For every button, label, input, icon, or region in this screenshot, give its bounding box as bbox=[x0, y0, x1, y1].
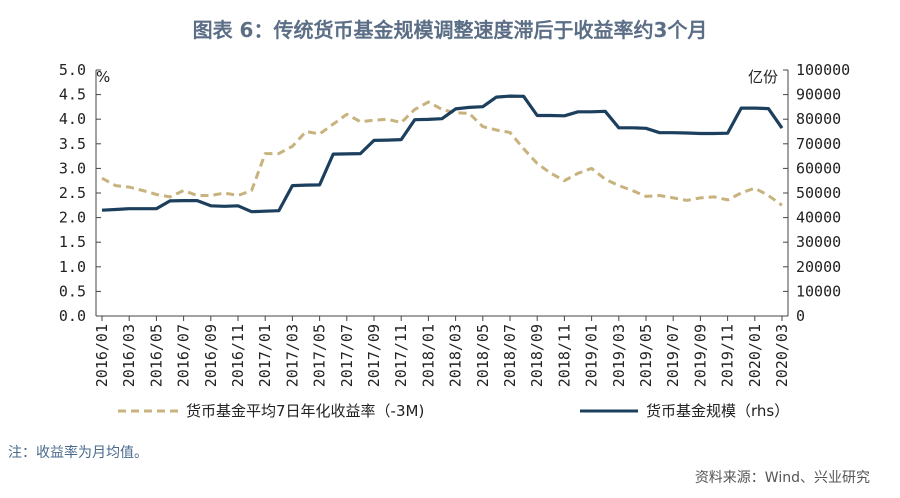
left-tick-label: 1.5 bbox=[59, 233, 86, 251]
x-tick-label: 2019/01 bbox=[583, 324, 601, 387]
legend-label-scale: 货币基金规模（rhs） bbox=[646, 402, 789, 420]
right-tick-label: 90000 bbox=[796, 86, 841, 104]
x-tick-label: 2016/05 bbox=[147, 324, 165, 387]
left-tick-label: 0.5 bbox=[59, 282, 86, 300]
x-tick-label: 2019/07 bbox=[664, 324, 682, 387]
footnote: 注：收益率为月均值。 bbox=[8, 445, 148, 461]
right-tick-label: 40000 bbox=[796, 209, 841, 227]
left-tick-label: 5.0 bbox=[59, 61, 86, 79]
x-tick-label: 2017/09 bbox=[365, 324, 383, 387]
x-tick-label: 2016/11 bbox=[229, 324, 247, 387]
x-tick-label: 2016/03 bbox=[120, 324, 138, 387]
x-tick-label: 2017/07 bbox=[338, 324, 356, 387]
right-axis-unit: 亿份 bbox=[748, 68, 778, 86]
left-tick-label: 4.0 bbox=[59, 110, 86, 128]
right-tick-label: 100000 bbox=[796, 61, 850, 79]
right-tick-label: 50000 bbox=[796, 184, 841, 202]
legend: 货币基金平均7日年化收益率（-3M) 货币基金规模（rhs） bbox=[118, 402, 789, 420]
chart-axes bbox=[95, 69, 789, 321]
x-tick-label: 2020/03 bbox=[773, 324, 791, 387]
left-tick-label: 3.0 bbox=[59, 159, 86, 177]
x-tick-label: 2018/01 bbox=[419, 324, 437, 387]
x-tick-label: 2017/05 bbox=[311, 324, 329, 387]
x-tick-label: 2020/01 bbox=[746, 324, 764, 387]
left-tick-label: 0.0 bbox=[59, 307, 86, 325]
x-tick-label: 2016/01 bbox=[93, 324, 111, 387]
series-layer bbox=[101, 94, 784, 214]
chart-title: 图表 6：传统货币基金规模调整速度滞后于收益率约3个月 bbox=[192, 18, 708, 42]
right-tick-label: 60000 bbox=[796, 159, 841, 177]
series-line-scale bbox=[101, 94, 784, 214]
x-tick-label: 2016/07 bbox=[175, 324, 193, 387]
right-tick-label: 10000 bbox=[796, 282, 841, 300]
right-tick-label: 0 bbox=[796, 307, 805, 325]
legend-label-yield: 货币基金平均7日年化收益率（-3M) bbox=[186, 402, 424, 420]
right-tick-label: 30000 bbox=[796, 233, 841, 251]
x-tick-label: 2019/09 bbox=[691, 324, 709, 387]
right-tick-label: 80000 bbox=[796, 110, 841, 128]
x-tick-label: 2018/03 bbox=[447, 324, 465, 387]
x-tick-label: 2019/05 bbox=[637, 324, 655, 387]
x-tick-label: 2018/07 bbox=[501, 324, 519, 387]
x-tick-label: 2019/11 bbox=[719, 324, 737, 387]
left-axis-unit: % bbox=[96, 68, 110, 86]
right-tick-label: 70000 bbox=[796, 135, 841, 153]
right-tick-label: 20000 bbox=[796, 258, 841, 276]
x-tick-label: 2018/11 bbox=[555, 324, 573, 387]
series-line-yield bbox=[101, 100, 783, 207]
left-tick-label: 3.5 bbox=[59, 135, 86, 153]
left-tick-label: 2.5 bbox=[59, 184, 86, 202]
x-tick-label: 2017/01 bbox=[256, 324, 274, 387]
x-tick-label: 2017/03 bbox=[283, 324, 301, 387]
x-tick-label: 2017/11 bbox=[392, 324, 410, 387]
x-tick-label: 2019/03 bbox=[610, 324, 628, 387]
x-tick-label: 2018/09 bbox=[528, 324, 546, 387]
x-tick-label: 2018/05 bbox=[474, 324, 492, 387]
source-note: 资料来源：Wind、兴业研究 bbox=[694, 470, 870, 486]
left-tick-label: 2.0 bbox=[59, 209, 86, 227]
left-tick-label: 1.0 bbox=[59, 258, 86, 276]
axis-tick-labels: 0.0 0.5 1.0 1.5 2.0 2.5 3.0 3.5 4.0 4.5 5.0 0 10000 2… bbox=[59, 61, 850, 387]
x-tick-label: 2016/09 bbox=[202, 324, 220, 387]
left-tick-label: 4.5 bbox=[59, 86, 86, 104]
